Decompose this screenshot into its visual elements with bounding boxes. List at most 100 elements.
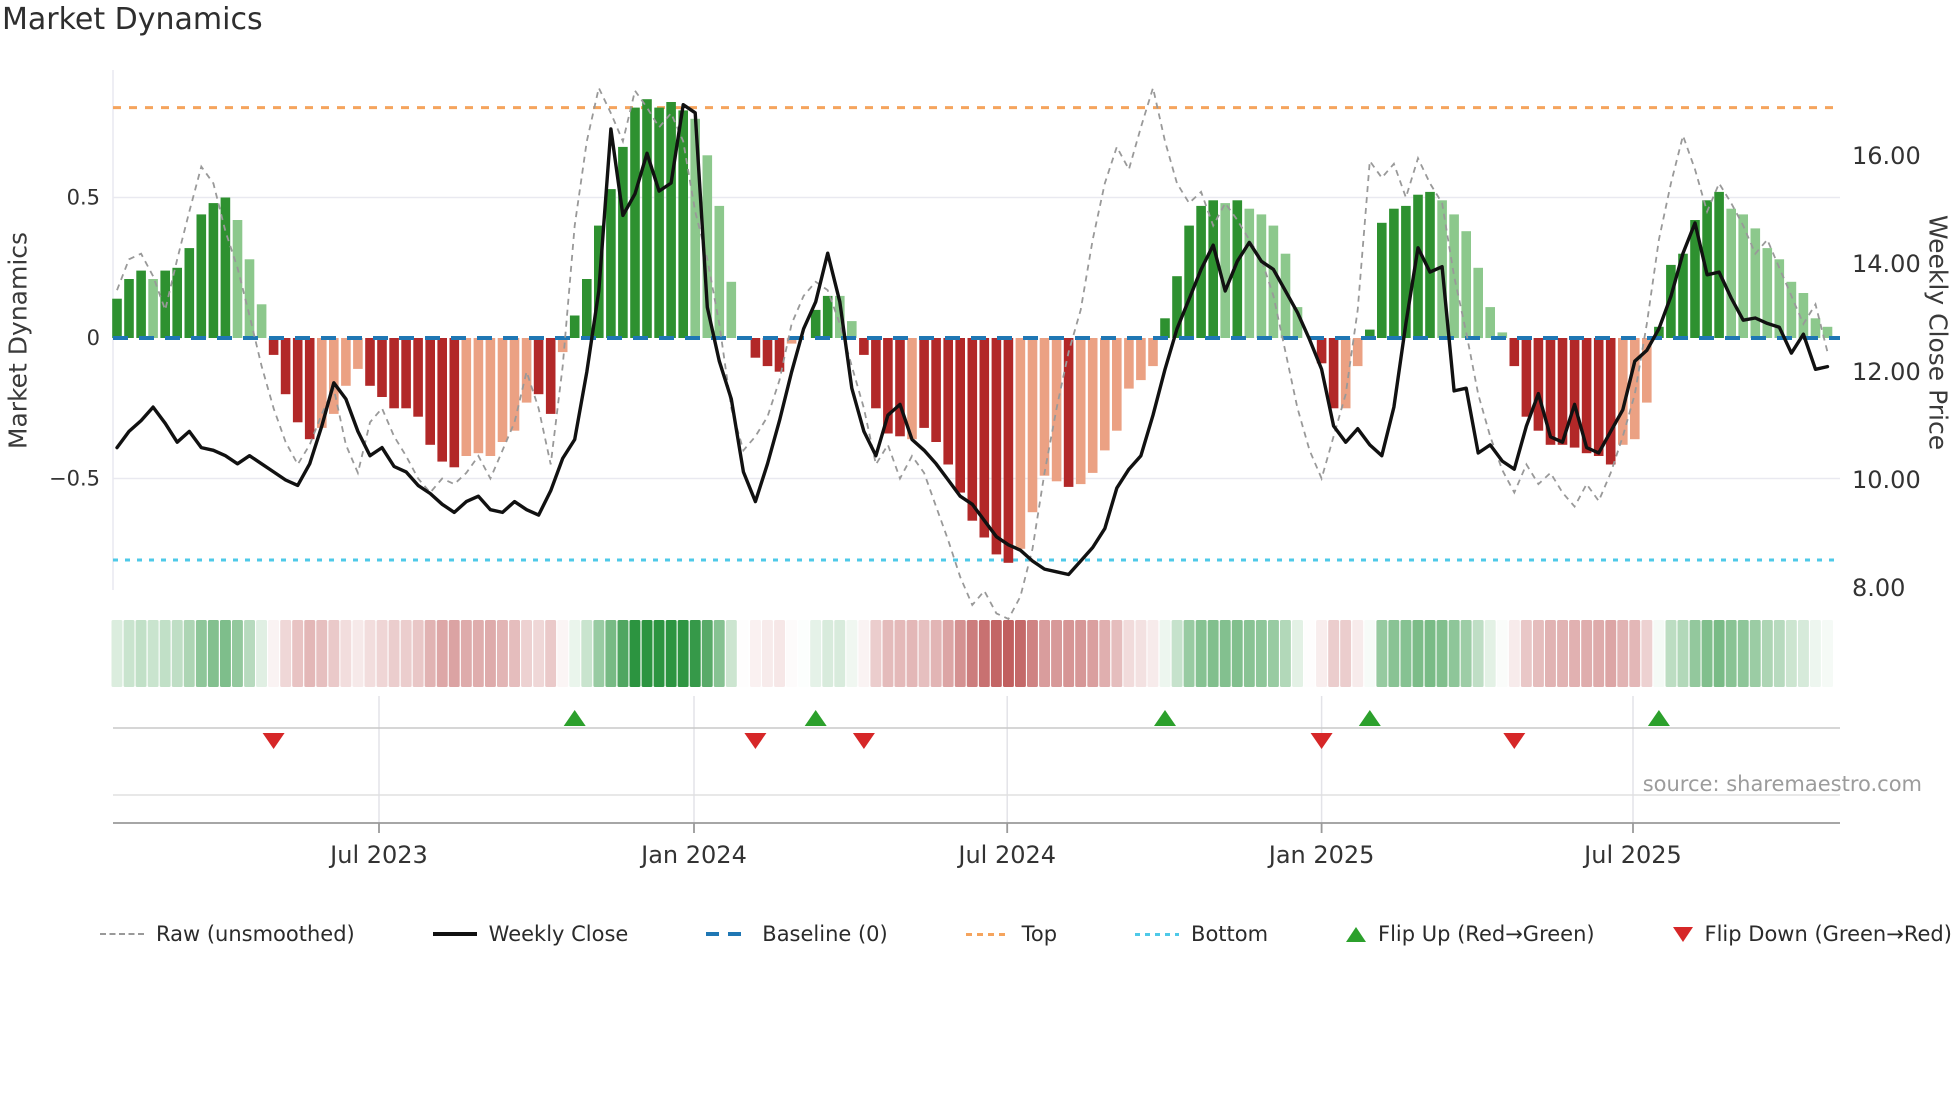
y-axis-left-ticks: 0.5 0 −0.5 bbox=[49, 186, 100, 491]
heatmap-cell bbox=[376, 620, 388, 687]
raw-unsmoothed-line bbox=[116, 84, 1829, 621]
heatmap-cell bbox=[1039, 620, 1050, 687]
heatmap-cell bbox=[171, 620, 183, 687]
heatmap-strip bbox=[111, 620, 1833, 687]
left-tick-label: 0.5 bbox=[67, 186, 100, 210]
page-title: Market Dynamics bbox=[2, 2, 263, 37]
oscillator-bar bbox=[786, 338, 797, 344]
heatmap-cell bbox=[1280, 620, 1291, 687]
oscillator-bar bbox=[1714, 191, 1724, 338]
heatmap-cell bbox=[1737, 620, 1749, 687]
flip-down-marker bbox=[852, 733, 875, 749]
flip-markers bbox=[262, 710, 1670, 749]
heatmap-cell bbox=[798, 620, 810, 687]
legend-item-bottom: Bottom bbox=[1135, 922, 1268, 946]
y-axis-right-ticks: 16.00 14.00 12.00 10.00 8.00 bbox=[1852, 142, 1921, 602]
heatmap-cell bbox=[1810, 620, 1821, 687]
heatmap-cell bbox=[557, 620, 569, 687]
oscillator-bar bbox=[1220, 203, 1230, 338]
heatmap-cell bbox=[653, 620, 665, 687]
oscillator-bar bbox=[521, 338, 532, 403]
heatmap-cell bbox=[1027, 620, 1038, 687]
heatmap-cell bbox=[1508, 620, 1520, 687]
legend-label: Flip Up (Red→Green) bbox=[1377, 922, 1595, 946]
oscillator-bar bbox=[1148, 338, 1158, 367]
heatmap-cell bbox=[581, 620, 593, 687]
heatmap-cell bbox=[244, 620, 255, 687]
heatmap-cell bbox=[1629, 620, 1641, 687]
oscillator-bar bbox=[413, 338, 423, 417]
heatmap-cell bbox=[1822, 620, 1833, 687]
legend-item-top: Top bbox=[965, 922, 1057, 946]
heatmap-cell bbox=[1063, 620, 1075, 687]
oscillator-bar bbox=[160, 270, 170, 338]
oscillator-bar bbox=[1244, 208, 1255, 338]
oscillator-bar bbox=[1630, 338, 1640, 440]
oscillator-bar bbox=[232, 220, 243, 338]
heatmap-cell bbox=[1725, 620, 1737, 687]
oscillator-bar bbox=[1605, 338, 1616, 465]
heatmap-cell bbox=[1749, 620, 1761, 687]
heatmap-cell bbox=[1472, 620, 1484, 687]
heatmap-cell bbox=[1545, 620, 1556, 687]
cyan-dotted-line-icon bbox=[1135, 932, 1180, 936]
heatmap-cell bbox=[1159, 620, 1171, 687]
legend-item-flip-down: Flip Down (Green→Red) bbox=[1672, 922, 1952, 946]
oscillator-bar bbox=[1654, 326, 1664, 338]
oscillator-bar bbox=[1365, 329, 1375, 338]
oscillator-bar bbox=[1449, 214, 1459, 338]
heatmap-cell bbox=[280, 620, 292, 687]
oscillator-bar bbox=[461, 338, 472, 456]
heatmap-cell bbox=[1593, 620, 1605, 687]
heatmap-cell bbox=[1557, 620, 1568, 687]
oscillator-bar bbox=[919, 338, 929, 428]
heatmap-cell bbox=[810, 620, 822, 687]
heatmap-cell bbox=[858, 620, 870, 687]
oscillator-bar bbox=[859, 338, 869, 355]
oscillator-bar bbox=[208, 203, 219, 338]
oscillator-bar bbox=[1160, 318, 1170, 338]
oscillator-bar bbox=[835, 295, 845, 338]
oscillator-bar bbox=[1774, 259, 1785, 338]
heatmap-cell bbox=[786, 620, 797, 687]
x-tick-label: Jan 2025 bbox=[1267, 841, 1375, 869]
heatmap-cell bbox=[1268, 620, 1279, 687]
heatmap-cell bbox=[593, 620, 605, 687]
oscillator-bar bbox=[666, 102, 676, 338]
oscillator-bar bbox=[1521, 338, 1532, 417]
heatmap-cell bbox=[1316, 620, 1327, 687]
heatmap-cell bbox=[1147, 620, 1159, 687]
heatmap-cell bbox=[147, 620, 159, 687]
right-tick-label: 10.00 bbox=[1852, 466, 1921, 494]
oscillator-bar bbox=[341, 338, 351, 386]
oscillator-bar bbox=[991, 338, 1002, 555]
oscillator-bar bbox=[1822, 326, 1833, 338]
oscillator-bar bbox=[943, 338, 953, 465]
heatmap-cell bbox=[1773, 620, 1785, 687]
oscillator-bar bbox=[606, 189, 616, 338]
heatmap-cell bbox=[1424, 620, 1436, 687]
oscillator-bar bbox=[1738, 214, 1748, 338]
x-axis: Jul 2023 Jan 2024 Jul 2024 Jan 2025 Jul 2025 bbox=[113, 822, 1840, 869]
heatmap-cell bbox=[569, 620, 581, 687]
heatmap-cell bbox=[1653, 620, 1665, 687]
oscillator-bar bbox=[1545, 338, 1556, 445]
oscillator-bar bbox=[1328, 338, 1339, 409]
oscillator-bar bbox=[184, 248, 195, 338]
right-tick-label: 8.00 bbox=[1852, 574, 1905, 602]
oscillator-bar bbox=[292, 338, 303, 423]
heatmap-cell bbox=[1328, 620, 1340, 687]
oscillator-bar bbox=[220, 197, 231, 338]
oscillator-bar bbox=[377, 338, 387, 397]
legend-item-baseline: Baseline (0) bbox=[706, 922, 888, 946]
oscillator-bar bbox=[1075, 338, 1086, 485]
oscillator-bar bbox=[449, 338, 460, 468]
heatmap-cell bbox=[340, 620, 352, 687]
oscillator-bar bbox=[1232, 200, 1243, 338]
oscillator-bar bbox=[1786, 281, 1797, 338]
oscillator-bar bbox=[1112, 338, 1122, 431]
flip-up-marker bbox=[563, 710, 586, 726]
oscillator-bar bbox=[1750, 228, 1761, 338]
heatmap-cell bbox=[1183, 620, 1195, 687]
heatmap-cell bbox=[894, 620, 906, 687]
